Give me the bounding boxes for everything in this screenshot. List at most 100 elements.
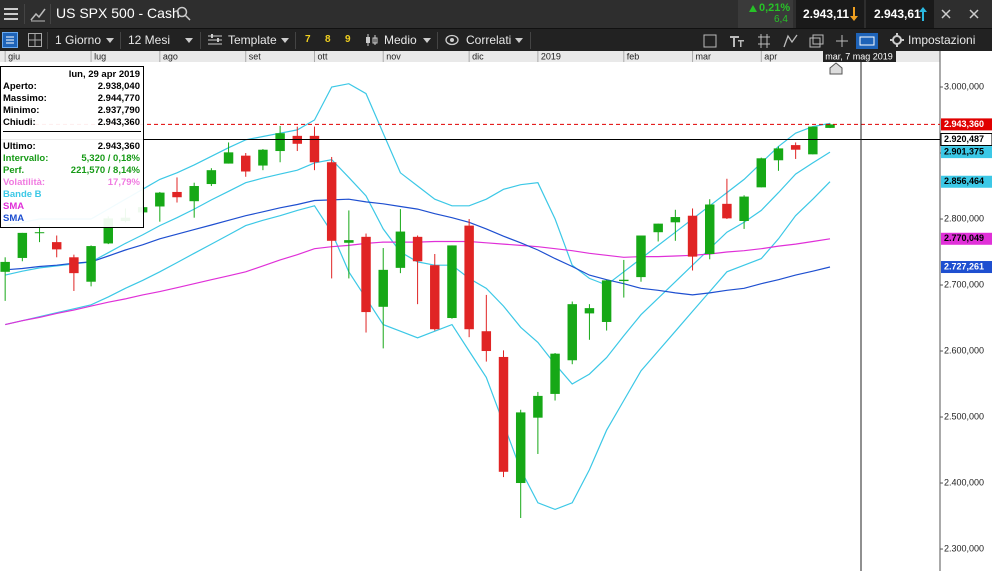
candle-body [155, 192, 165, 207]
candle-body [17, 232, 28, 258]
indicator-line [5, 181, 831, 511]
candle-body [361, 236, 371, 313]
candle-body [498, 356, 509, 472]
y-tick-label: 2.600,000 [944, 345, 984, 355]
preset-7[interactable]: 7 [305, 34, 311, 45]
candle-body [636, 235, 646, 278]
sell-box[interactable] [796, 0, 864, 28]
candle-body [825, 124, 835, 128]
candle-body [103, 218, 113, 244]
template-icon [208, 34, 222, 45]
change-percent: 0,21% [759, 2, 791, 14]
legend-entry[interactable]: SMA [3, 201, 25, 212]
y-tick-label: 2.400,000 [944, 477, 984, 487]
indicator-line [5, 198, 831, 296]
settings-icon [890, 33, 904, 47]
settings-button[interactable]: Impostazioni [908, 33, 976, 47]
range-select[interactable]: 12 Mesi [128, 33, 171, 47]
info-key: Massimo: [3, 93, 47, 104]
legend-entry[interactable]: Bande B [3, 189, 42, 200]
price-chart: giu lug ago set ott nov dic 2019 feb mar apr 3.000,… [0, 51, 992, 571]
candle-body [275, 133, 285, 152]
style-icon [366, 34, 378, 46]
related-select[interactable]: Correlati [466, 33, 512, 47]
search-icon[interactable] [176, 6, 191, 21]
candle-body [326, 162, 337, 241]
x-tick-label: mar [696, 51, 712, 61]
candle-body [344, 240, 354, 243]
y-tick-label: 3.000,000 [944, 81, 984, 91]
candle-body [687, 215, 698, 257]
candle-body [481, 331, 492, 352]
price-tag-label: 2.770,049 [944, 233, 984, 243]
candle-body [447, 245, 457, 319]
interval-select[interactable]: 1 Giorno [55, 33, 102, 47]
related-icon [445, 34, 459, 46]
candle-body [69, 257, 79, 274]
candle-body [412, 236, 423, 262]
candle-body [395, 231, 406, 268]
y-tick-label: 2.700,000 [944, 279, 984, 289]
x-tick-label: apr [764, 51, 777, 61]
info-value: 17,79% [107, 177, 140, 188]
candle-body [86, 246, 96, 282]
price-tag [941, 232, 992, 245]
candle-body [464, 225, 474, 330]
cursor-label: mar, 7 mag 2019 [825, 51, 893, 61]
preset-8[interactable]: 8 [325, 34, 331, 45]
price-tag [941, 146, 992, 159]
event-marker[interactable] [829, 62, 843, 75]
candle-body [309, 135, 320, 163]
candle-body [808, 126, 818, 155]
template-select[interactable]: Template [228, 33, 277, 47]
menu-icon[interactable] [4, 7, 18, 21]
sell-arrow [850, 7, 858, 21]
candle-body [34, 232, 45, 234]
candle-body [550, 353, 560, 394]
top-bar: US SPX 500 - Cash 0,21% 6,4 2.943,11 2.9… [0, 0, 992, 28]
info-panel: lun, 29 apr 2019 Aperto: 2.938,040 Massim… [0, 66, 144, 228]
candle-body [172, 191, 182, 198]
panel-toggle[interactable] [2, 32, 18, 48]
candle-body [722, 203, 732, 219]
candle-body [619, 279, 629, 282]
info-separator [3, 131, 141, 132]
price-tag [940, 132, 992, 146]
sell-price[interactable]: 2.943,11 [803, 7, 850, 21]
chart-icon[interactable] [30, 6, 46, 22]
x-tick-label: lug [94, 51, 106, 61]
price-tag-label: 2.727,261 [944, 261, 984, 271]
time-axis-strip [0, 51, 940, 62]
candle-body [378, 269, 388, 307]
up-arrow [749, 5, 757, 12]
candle-body [258, 149, 268, 166]
candle-body [241, 155, 251, 172]
candle-body [705, 204, 715, 254]
info-key: Perf. [3, 165, 25, 176]
x-tick-label: nov [386, 51, 401, 61]
info-value: 2.943,360 [97, 117, 140, 128]
x-tick-label: 2019 [541, 51, 561, 61]
layout-icon[interactable] [28, 33, 42, 47]
candle-body [206, 170, 217, 185]
drawing-tools[interactable] [700, 32, 880, 50]
legend-entry[interactable]: SMA [3, 213, 25, 224]
candle-body [0, 261, 10, 272]
candle-body [515, 412, 526, 484]
style-select[interactable]: Medio [384, 33, 417, 47]
x-tick-label: ago [163, 51, 178, 61]
info-key: Chiudi: [3, 117, 36, 128]
candle-body [51, 242, 62, 250]
info-value: 221,570 / 8,14% [70, 165, 140, 176]
axis-layer: giu lug ago set ott nov dic 2019 feb mar apr 3.000,… [0, 51, 992, 553]
candle-body [189, 186, 199, 202]
change-box [738, 0, 793, 28]
y-tick-label: 2.300,000 [944, 543, 984, 553]
preset-9[interactable]: 9 [345, 34, 351, 45]
price-tag-label: 2.901,375 [944, 146, 984, 156]
info-key: Intervallo: [3, 153, 49, 164]
info-key: Aperto: [3, 81, 37, 92]
buy-price[interactable]: 2.943,61 [874, 7, 921, 21]
window-controls[interactable] [940, 8, 988, 20]
